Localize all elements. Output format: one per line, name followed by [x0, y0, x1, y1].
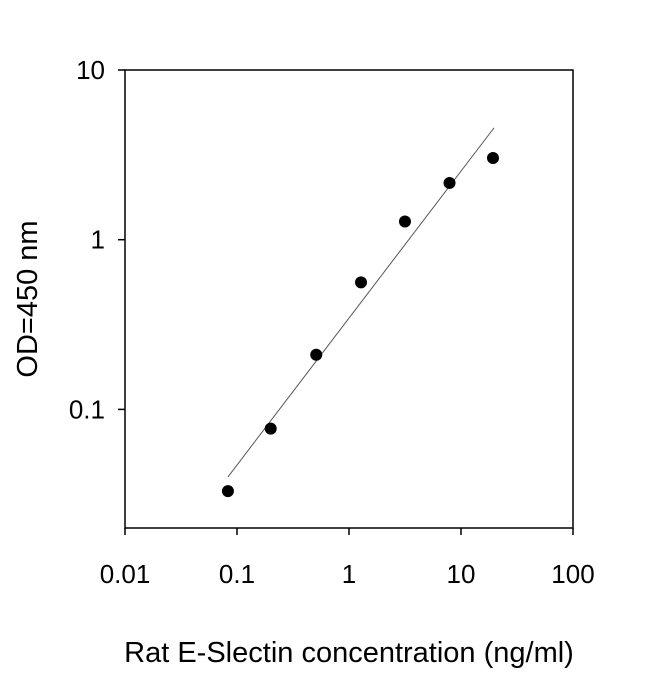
x-tick-label: 0.1	[219, 559, 255, 589]
plot-frame	[124, 69, 574, 529]
x-tick-label: 10	[447, 559, 476, 589]
y-tick-label: 0.1	[69, 394, 105, 424]
data-point	[443, 176, 456, 189]
y-tick-label: 1	[91, 225, 105, 255]
y-tick-label: 10	[76, 55, 105, 85]
x-axis-label: Rat E-Slectin concentration (ng/ml)	[124, 637, 574, 669]
x-tick-label: 0.01	[100, 559, 151, 589]
data-point	[221, 485, 234, 498]
x-tick-label: 1	[342, 559, 356, 589]
data-point	[398, 215, 411, 228]
x-tick-label: 100	[551, 559, 594, 589]
data-point	[310, 348, 323, 361]
data-point	[264, 422, 277, 435]
y-axis-label: OD=450 nm	[12, 220, 44, 377]
data-point	[486, 151, 499, 164]
data-point	[355, 276, 368, 289]
